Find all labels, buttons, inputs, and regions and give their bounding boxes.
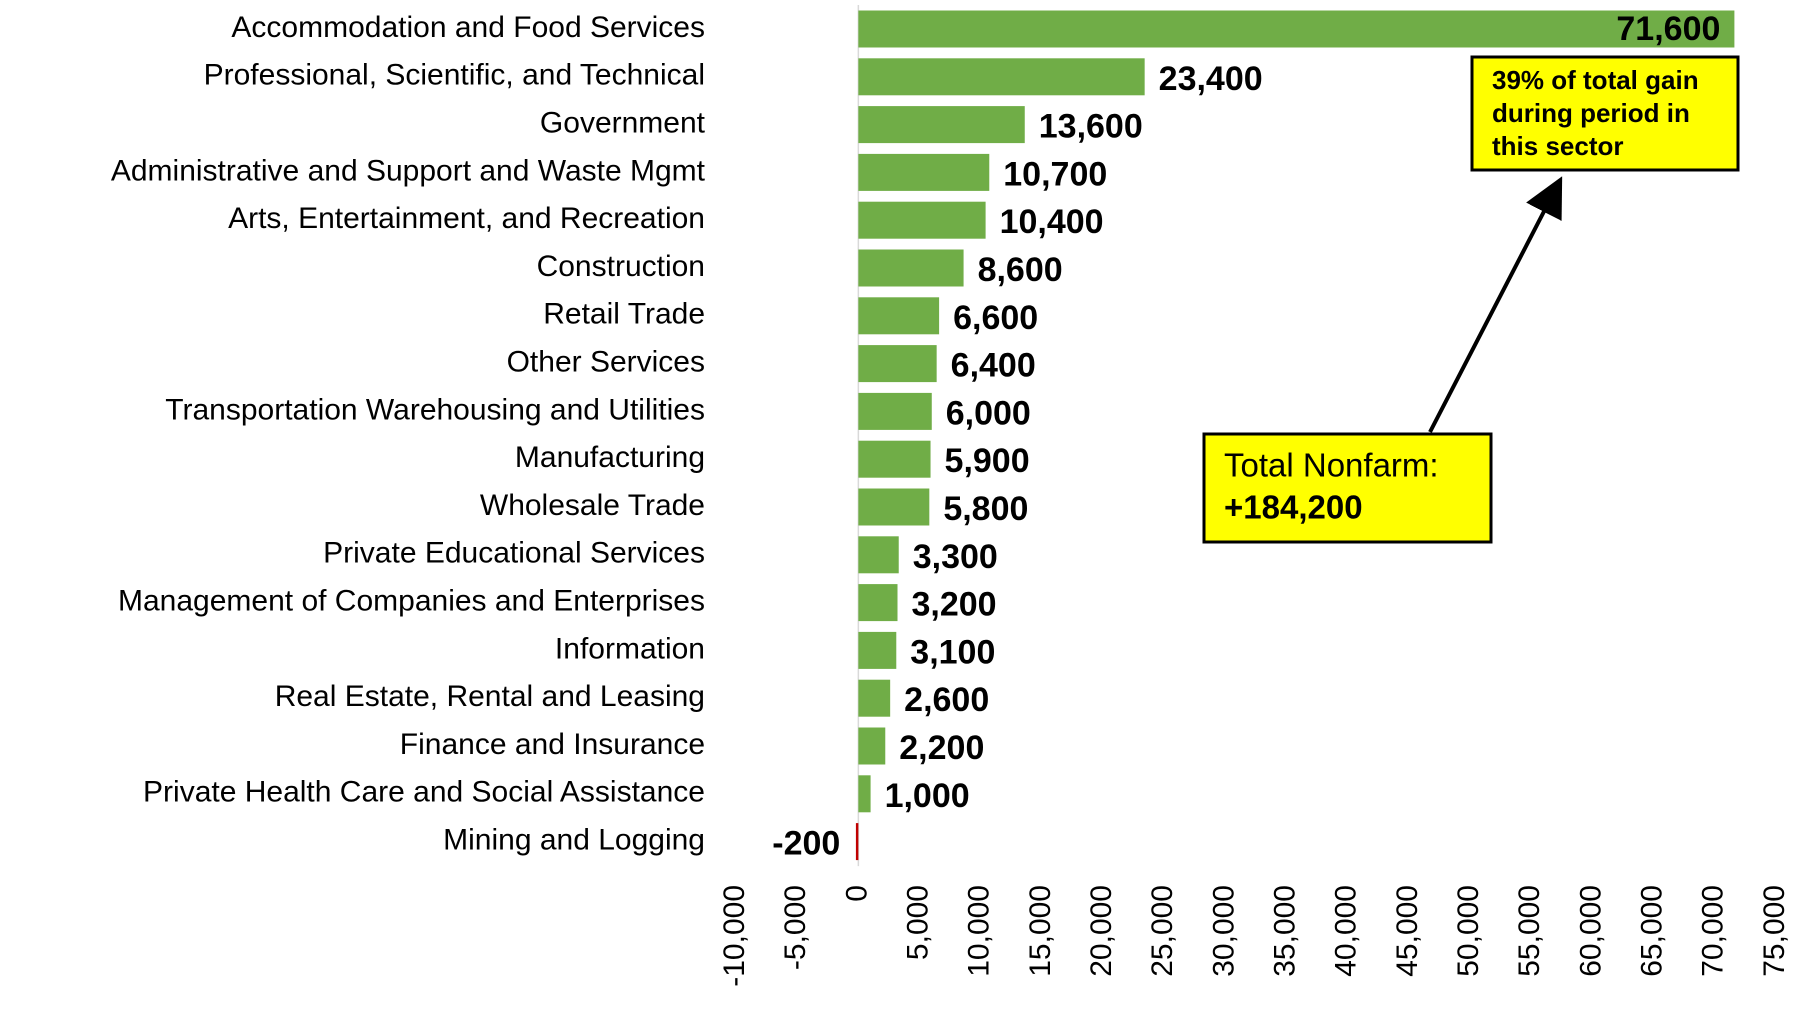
category-label: Finance and Insurance [400, 728, 705, 761]
bar [855, 823, 859, 861]
category-label: Administrative and Support and Waste Mgm… [111, 154, 706, 187]
bar [858, 249, 964, 287]
category-label: Real Estate, Rental and Leasing [275, 680, 705, 713]
value-label: 10,400 [1000, 203, 1104, 241]
value-label: 3,100 [910, 633, 995, 671]
x-tick-label: 0 [840, 885, 873, 902]
x-tick-label: -10,000 [718, 885, 751, 987]
x-tick-label: 35,000 [1269, 885, 1302, 977]
bar [858, 106, 1025, 144]
value-label: 2,600 [904, 681, 989, 719]
x-tick-label: -5,000 [779, 885, 812, 970]
annotation-text: during period in [1492, 98, 1690, 128]
bar [858, 345, 937, 383]
x-tick-label: 60,000 [1574, 885, 1607, 977]
x-tick-label: 40,000 [1330, 885, 1363, 977]
bar [858, 201, 986, 239]
annotation-text: 39% of total gain [1492, 65, 1699, 95]
x-tick-label: 5,000 [901, 885, 934, 960]
bar [858, 392, 932, 430]
bar [858, 584, 898, 622]
value-label: 6,400 [951, 347, 1036, 385]
category-label: Government [540, 107, 706, 140]
category-label: Information [555, 632, 705, 665]
bar [858, 153, 990, 191]
value-label: 23,400 [1159, 60, 1263, 98]
bar [858, 727, 886, 765]
x-tick-label: 50,000 [1452, 885, 1485, 977]
value-label: 5,900 [945, 442, 1030, 480]
bar [858, 58, 1145, 96]
x-tick-label: 30,000 [1207, 885, 1240, 977]
bar [858, 679, 891, 717]
value-label: -200 [772, 825, 840, 863]
x-tick-label: 70,000 [1697, 885, 1730, 977]
bar [858, 536, 899, 574]
bar [858, 631, 897, 669]
category-label: Manufacturing [515, 441, 705, 474]
value-label: 8,600 [978, 251, 1063, 289]
value-label: 6,600 [953, 299, 1038, 337]
x-tick-label: 65,000 [1636, 885, 1669, 977]
category-label: Other Services [507, 346, 705, 379]
x-tick-label: 75,000 [1758, 885, 1791, 977]
category-label: Transportation Warehousing and Utilities [165, 393, 705, 426]
x-tick-label: 15,000 [1024, 885, 1057, 977]
bar [858, 440, 931, 478]
value-label: 10,700 [1003, 155, 1107, 193]
x-tick-label: 55,000 [1513, 885, 1546, 977]
annotation-box [1470, 55, 1740, 172]
category-label: Professional, Scientific, and Technical [204, 59, 705, 92]
x-tick-label: 10,000 [963, 885, 996, 977]
value-label: 5,800 [943, 490, 1028, 528]
category-label: Wholesale Trade [480, 489, 705, 522]
category-label: Retail Trade [543, 298, 705, 331]
annotation-arrow [1428, 176, 1563, 433]
annotation-text: this sector [1492, 131, 1624, 161]
category-label: Private Health Care and Social Assistanc… [143, 776, 705, 809]
value-label: 2,200 [899, 729, 984, 767]
category-label: Mining and Logging [443, 824, 705, 857]
value-label: 1,000 [885, 777, 970, 815]
category-label: Construction [537, 250, 705, 283]
bar [858, 10, 1735, 48]
category-label: Accommodation and Food Services [231, 11, 705, 44]
value-label: 6,000 [946, 394, 1031, 432]
category-label: Arts, Entertainment, and Recreation [228, 202, 705, 235]
x-tick-label: 20,000 [1085, 885, 1118, 977]
x-tick-label: 25,000 [1146, 885, 1179, 977]
bar [858, 775, 871, 813]
annotation-text: Total Nonfarm: [1224, 447, 1439, 484]
value-label: 3,300 [913, 538, 998, 576]
category-label: Private Educational Services [323, 537, 705, 570]
bar [858, 297, 940, 335]
value-label: 3,200 [912, 586, 997, 624]
value-label: 13,600 [1039, 108, 1143, 146]
category-label: Management of Companies and Enterprises [118, 585, 705, 618]
value-label: 71,600 [1616, 10, 1720, 48]
bar [858, 488, 930, 526]
x-tick-label: 45,000 [1391, 885, 1424, 977]
annotation-box [1202, 432, 1493, 544]
annotation-text: +184,200 [1224, 489, 1363, 526]
